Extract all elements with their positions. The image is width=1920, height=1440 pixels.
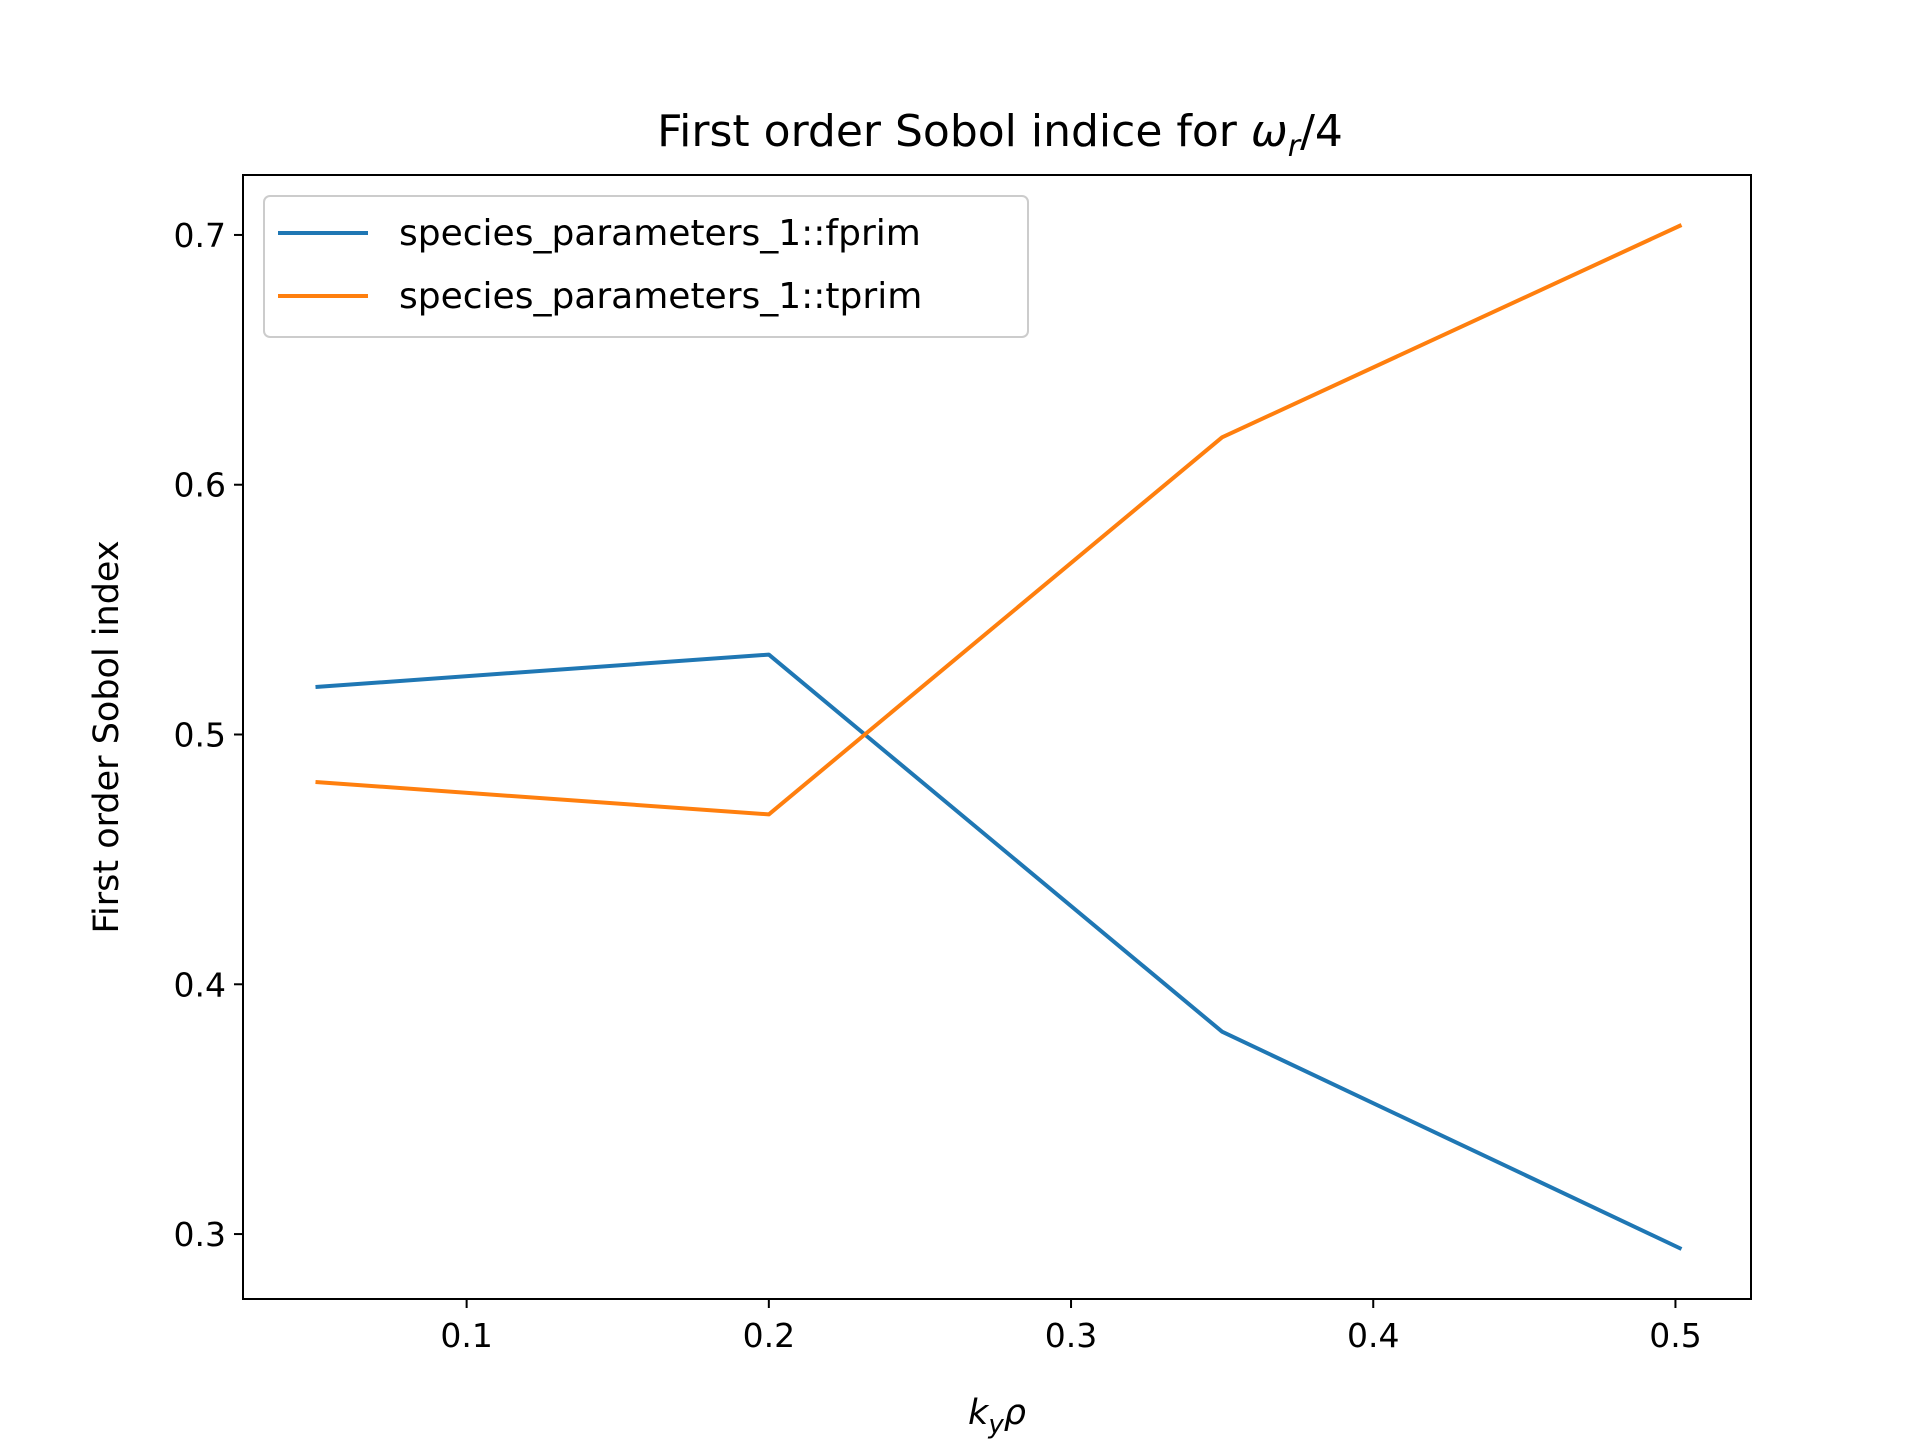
- legend-label-tprim: species_parameters_1::tprim: [399, 276, 922, 317]
- series-line-1: [315, 223, 1683, 817]
- chart-title-suffix: /4: [1300, 106, 1343, 157]
- chart-title-subscript: r: [1288, 129, 1302, 164]
- y-tick-label: 0.6: [174, 466, 226, 505]
- y-axis-label: First order Sobol index: [87, 540, 127, 933]
- x-tick-label: 0.1: [440, 1316, 492, 1355]
- y-tick-label: 0.4: [174, 965, 226, 1004]
- x-tick-label: 0.4: [1347, 1316, 1399, 1355]
- plot-area-frame: [242, 174, 1752, 1300]
- series-layer: [315, 223, 1683, 1251]
- chart-title-omega: ω: [1251, 106, 1288, 157]
- x-tick-label: 0.2: [743, 1316, 795, 1355]
- y-tick-label: 0.5: [174, 716, 226, 755]
- legend: species_parameters_1::fprim species_para…: [263, 195, 1029, 338]
- x-tick-label: 0.5: [1649, 1316, 1701, 1355]
- x-axis-label-subscript: y: [987, 1410, 1004, 1440]
- chart-title: First order Sobol indice for ωr/4: [657, 106, 1343, 164]
- series-line-0: [315, 652, 1683, 1251]
- y-tick-label: 0.7: [174, 216, 226, 255]
- x-axis-ticks: 0.1 0.2 0.3 0.4 0.5: [440, 1299, 1702, 1355]
- y-axis-ticks: 0.3 0.4 0.5 0.6 0.7: [174, 216, 243, 1254]
- x-axis-label-rho: ρ: [1004, 1393, 1026, 1433]
- legend-box: [263, 195, 1029, 338]
- legend-label-fprim: species_parameters_1::fprim: [399, 213, 921, 254]
- y-tick-label: 0.3: [174, 1215, 226, 1254]
- x-axis-label: kyρ: [968, 1393, 1026, 1440]
- x-tick-label: 0.3: [1045, 1316, 1097, 1355]
